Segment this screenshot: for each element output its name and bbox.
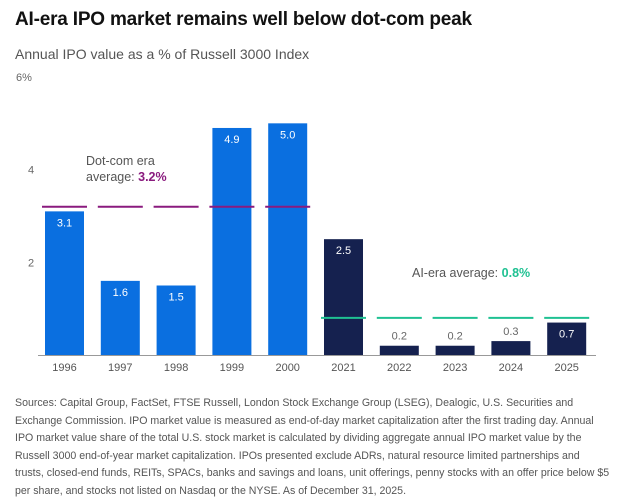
data-label: 0.7 — [559, 329, 574, 341]
dotcom-average-label-mid: average: — [86, 170, 139, 184]
y-tick-label: 4 — [28, 165, 34, 177]
data-label: 2.5 — [336, 245, 351, 257]
data-label: 5.0 — [280, 129, 295, 141]
x-tick-label: 1998 — [164, 362, 188, 374]
bar-1997 — [100, 280, 140, 355]
bar-2024 — [491, 341, 531, 355]
dotcom-average-value: 3.2% — [138, 170, 167, 184]
bar-chart: 2 4 6% 3.1 1996 1.6 1997 1.5 1998 4.9 1999 5.0 2000 2… — [16, 72, 596, 374]
data-label: 3.1 — [57, 217, 72, 229]
bar-2000 — [268, 123, 308, 355]
bar-1998 — [156, 285, 196, 355]
bar-2022 — [379, 345, 419, 355]
bar-1999 — [212, 127, 252, 355]
data-label: 1.5 — [168, 292, 183, 304]
ai-average-label: AI-era average: — [412, 266, 502, 280]
bar-2021 — [324, 239, 363, 355]
data-label: 0.2 — [447, 331, 462, 343]
x-tick-label: 2022 — [387, 362, 411, 374]
y-tick-label: 6% — [16, 72, 32, 84]
footnote: Sources: Capital Group, FactSet, FTSE Ru… — [15, 397, 610, 497]
chart-title: AI-era IPO market remains well below dot… — [15, 9, 472, 30]
dotcom-average-label: Dot-com era — [86, 154, 155, 168]
data-label: 0.2 — [392, 331, 407, 343]
ai-average-annotation: AI-era average: 0.8% — [412, 265, 530, 281]
bar-2023 — [435, 345, 475, 355]
bar-1996 — [45, 211, 84, 355]
x-tick-label: 2024 — [499, 362, 523, 374]
bar-2025 — [547, 322, 587, 355]
data-label: 0.3 — [503, 326, 518, 338]
data-label: 1.6 — [113, 287, 128, 299]
ai-average-value: 0.8% — [501, 266, 531, 280]
x-tick-label: 2025 — [554, 362, 578, 374]
x-tick-label: 2021 — [331, 362, 355, 374]
data-label: 4.9 — [224, 134, 239, 146]
x-tick-label: 2023 — [443, 362, 467, 374]
x-tick-label: 1996 — [52, 362, 76, 374]
y-tick-label: 2 — [28, 257, 34, 269]
x-tick-label: 1997 — [108, 362, 132, 374]
chart-subtitle: Annual IPO value as a % of Russell 3000 … — [15, 46, 310, 62]
dotcom-average-annotation: Dot-com era average: 3.2% — [86, 153, 167, 185]
x-tick-label: 1999 — [220, 362, 244, 374]
x-tick-label: 2000 — [275, 362, 299, 374]
